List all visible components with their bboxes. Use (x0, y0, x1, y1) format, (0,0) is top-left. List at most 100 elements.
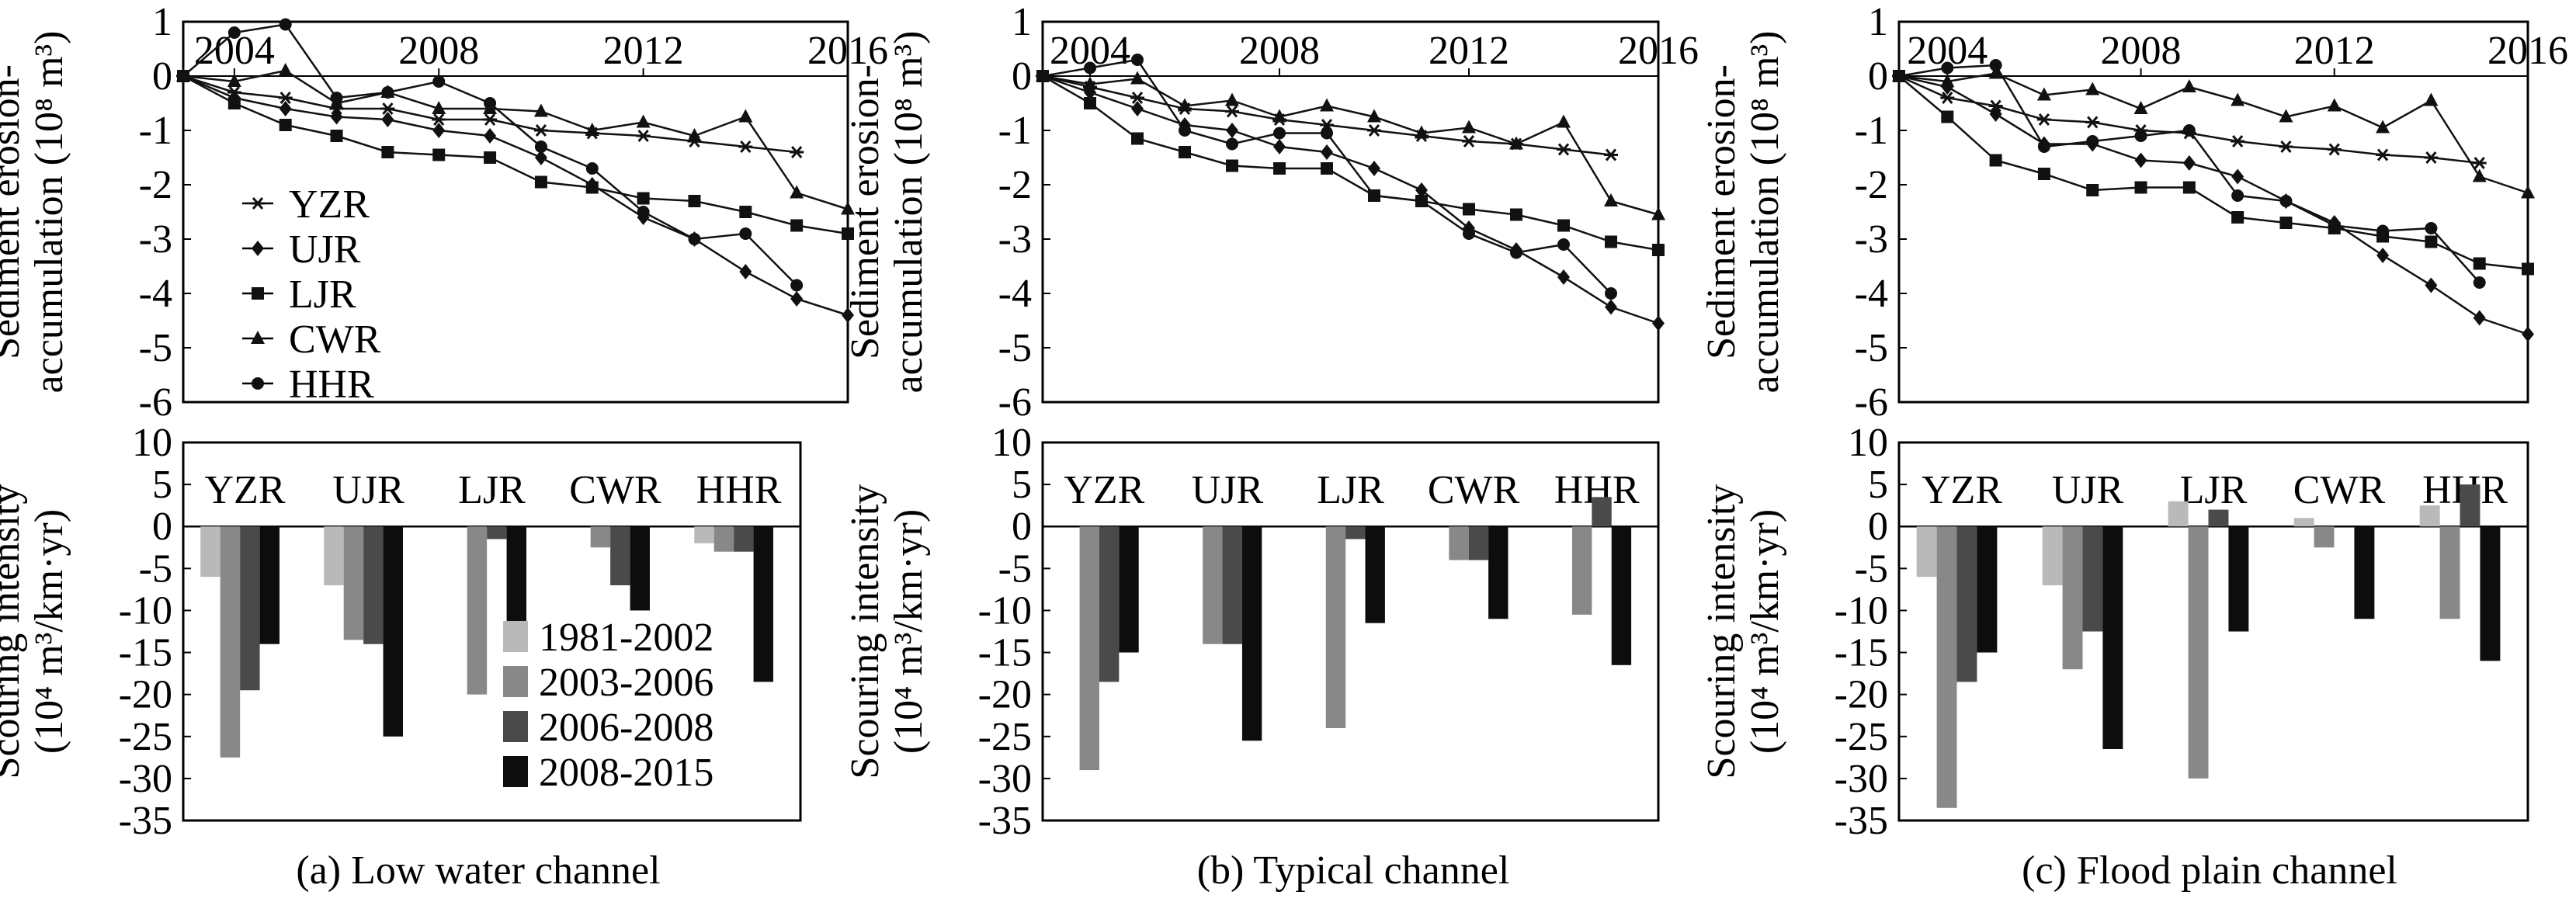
y-axis-label: accumulation (10⁸ m³) (27, 31, 71, 394)
y-tick-label: -1 (139, 109, 172, 153)
data-point-ujr (2182, 155, 2196, 171)
bar-yzr-2008-2015 (1119, 526, 1139, 653)
y-axis-label: (10⁴ m³/km·yr) (887, 509, 931, 754)
panel-caption: (a) Low water channel (296, 848, 660, 893)
series-line-hhr (1898, 64, 2481, 283)
data-point-cwr (2279, 109, 2293, 123)
data-point-yzr (1604, 148, 1618, 161)
data-point-ujr (279, 101, 292, 116)
data-point-ljr (1084, 97, 1096, 109)
bar-ljr-2003-2006 (2188, 526, 2209, 779)
bar-ujr-2006-2008 (363, 526, 384, 644)
data-point-hhr (2037, 141, 2050, 153)
data-point-yzr (790, 146, 804, 158)
series-line-ujr (1042, 75, 1659, 324)
data-point-ljr (227, 97, 241, 109)
bar-ujr-1981-2002 (2042, 526, 2063, 585)
data-point-hhr (2328, 219, 2341, 232)
y-tick-label: -15 (119, 631, 172, 675)
series-cwr (1892, 65, 2535, 199)
data-point-ljr (1179, 146, 1191, 158)
data-point-hhr (1941, 61, 1954, 75)
y-axis-label: accumulation (10⁸ m³) (1743, 31, 1787, 394)
legend-label: LJR (289, 272, 356, 317)
data-point-hhr (1368, 189, 1380, 202)
data-point-hhr (688, 233, 701, 245)
data-point-ljr (2279, 217, 2293, 229)
y-tick-label: 10 (1848, 421, 1888, 465)
y-tick-label: -6 (998, 380, 1032, 425)
data-point-hhr (2086, 135, 2099, 147)
y-tick-label: -2 (1855, 163, 1888, 207)
data-point-hhr (1179, 124, 1191, 137)
data-point-cwr (2327, 98, 2342, 112)
category-label: LJR (2180, 468, 2248, 512)
data-point-yzr (1462, 135, 1476, 147)
data-point-ljr (1510, 208, 1522, 221)
y-tick-label: -3 (998, 217, 1032, 262)
bar-ujr-2003-2006 (2062, 526, 2083, 670)
data-point-hhr (1510, 246, 1522, 259)
legend-label: CWR (289, 317, 381, 362)
bar-cwr-2008-2015 (2354, 526, 2375, 619)
y-axis-label: Scouring intensity (0, 484, 28, 779)
data-point-ljr (2037, 168, 2050, 180)
data-point-hhr (534, 141, 547, 153)
y-tick-label: -30 (978, 757, 1032, 801)
series-line-yzr (1042, 75, 1612, 156)
data-point-ujr (1557, 269, 1570, 285)
data-point-ljr (1463, 203, 1475, 216)
y-tick-label: -35 (1835, 799, 1888, 843)
data-point-cwr (1462, 120, 1476, 134)
y-tick-label: -6 (139, 380, 172, 425)
data-point-yzr (1367, 124, 1381, 137)
data-point-hhr (1557, 238, 1570, 251)
y-tick-label: -25 (978, 715, 1032, 759)
data-point-cwr (2133, 101, 2148, 114)
bar-ujr-1981-2002 (324, 526, 344, 585)
y-tick-label: -5 (139, 546, 172, 591)
y-tick-label: 1 (1012, 0, 1032, 44)
data-point-cwr (1557, 114, 1571, 128)
data-point-ujr (2425, 277, 2438, 293)
data-point-yzr (432, 113, 446, 126)
y-tick-label: -2 (998, 163, 1032, 207)
data-point-cwr (1367, 109, 1381, 123)
data-point-ujr (2134, 152, 2147, 168)
bar-cwr-2008-2015 (1488, 526, 1508, 619)
y-tick-label: 0 (152, 54, 172, 99)
bar-cwr-2006-2008 (1468, 526, 1489, 560)
data-point-ljr (1131, 132, 1144, 145)
y-axis-label: Sediment erosion- (0, 64, 28, 359)
bar-ljr-2003-2006 (1325, 526, 1346, 728)
plot-frame (182, 441, 802, 822)
bar-yzr-2006-2008 (240, 526, 260, 691)
category-label: LJR (458, 468, 526, 512)
x-tick-label: 2016 (1618, 29, 1699, 73)
category-label: YZR (1922, 468, 2002, 512)
data-point-hhr (2231, 189, 2244, 202)
data-point-yzr (738, 141, 753, 153)
bar-cwr-2006-2008 (610, 526, 630, 585)
bar-ljr-2008-2015 (2228, 526, 2249, 632)
bar-hhr-2003-2006 (1571, 526, 1592, 615)
data-point-hhr (2279, 195, 2293, 207)
data-point-hhr (432, 75, 446, 88)
data-point-ujr (1368, 161, 1380, 176)
bar-ljr-2003-2006 (467, 526, 488, 695)
panel-caption: (c) Flood plain channel (2022, 848, 2397, 893)
plot-frame (1897, 441, 2529, 822)
data-point-hhr (2182, 124, 2196, 137)
bar-cwr-1981-2002 (2293, 518, 2314, 527)
data-point-yzr (2327, 143, 2342, 156)
bar-hhr-1981-2002 (694, 526, 714, 543)
data-point-hhr (1605, 287, 1617, 300)
y-tick-label: -5 (139, 326, 172, 370)
data-point-ljr (790, 219, 804, 232)
data-point-ujr (842, 307, 854, 323)
y-tick-label: -20 (1835, 673, 1888, 717)
data-point-hhr (2425, 222, 2438, 234)
